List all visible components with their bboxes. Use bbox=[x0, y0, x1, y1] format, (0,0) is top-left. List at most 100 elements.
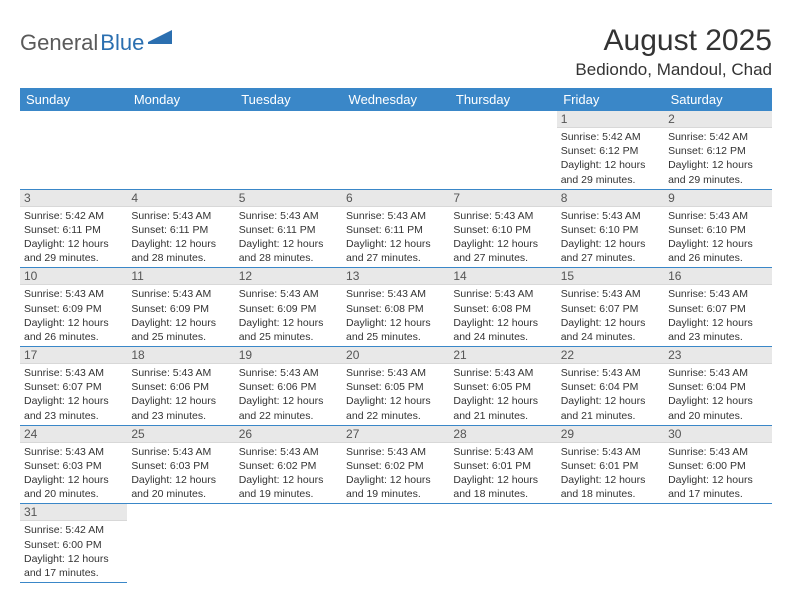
calendar-day-cell: 25Sunrise: 5:43 AMSunset: 6:03 PMDayligh… bbox=[127, 425, 234, 504]
calendar-day-cell: 11Sunrise: 5:43 AMSunset: 6:09 PMDayligh… bbox=[127, 268, 234, 347]
calendar-day-cell: 10Sunrise: 5:43 AMSunset: 6:09 PMDayligh… bbox=[20, 268, 127, 347]
day-data: Sunrise: 5:43 AMSunset: 6:07 PMDaylight:… bbox=[557, 285, 664, 346]
day-data: Sunrise: 5:43 AMSunset: 6:04 PMDaylight:… bbox=[664, 364, 771, 425]
calendar-day-cell: 22Sunrise: 5:43 AMSunset: 6:04 PMDayligh… bbox=[557, 347, 664, 426]
day-number: 21 bbox=[449, 347, 556, 364]
calendar-week-row: 10Sunrise: 5:43 AMSunset: 6:09 PMDayligh… bbox=[20, 268, 772, 347]
logo-text-general: General bbox=[20, 30, 98, 56]
weekday-header: Wednesday bbox=[342, 88, 449, 111]
day-number: 14 bbox=[449, 268, 556, 285]
day-data: Sunrise: 5:43 AMSunset: 6:11 PMDaylight:… bbox=[235, 207, 342, 268]
day-data: Sunrise: 5:43 AMSunset: 6:05 PMDaylight:… bbox=[449, 364, 556, 425]
calendar-day-cell: 16Sunrise: 5:43 AMSunset: 6:07 PMDayligh… bbox=[664, 268, 771, 347]
calendar-day-cell: 6Sunrise: 5:43 AMSunset: 6:11 PMDaylight… bbox=[342, 189, 449, 268]
day-number: 25 bbox=[127, 426, 234, 443]
calendar-table: SundayMondayTuesdayWednesdayThursdayFrid… bbox=[20, 88, 772, 583]
day-number: 27 bbox=[342, 426, 449, 443]
calendar-empty-cell bbox=[664, 504, 771, 583]
calendar-empty-cell bbox=[449, 504, 556, 583]
day-data: Sunrise: 5:42 AMSunset: 6:00 PMDaylight:… bbox=[20, 521, 127, 582]
logo-text-blue: Blue bbox=[100, 30, 144, 56]
day-data: Sunrise: 5:43 AMSunset: 6:09 PMDaylight:… bbox=[235, 285, 342, 346]
calendar-day-cell: 27Sunrise: 5:43 AMSunset: 6:02 PMDayligh… bbox=[342, 425, 449, 504]
calendar-day-cell: 23Sunrise: 5:43 AMSunset: 6:04 PMDayligh… bbox=[664, 347, 771, 426]
day-data: Sunrise: 5:43 AMSunset: 6:11 PMDaylight:… bbox=[342, 207, 449, 268]
calendar-week-row: 24Sunrise: 5:43 AMSunset: 6:03 PMDayligh… bbox=[20, 425, 772, 504]
calendar-day-cell: 5Sunrise: 5:43 AMSunset: 6:11 PMDaylight… bbox=[235, 189, 342, 268]
calendar-day-cell: 18Sunrise: 5:43 AMSunset: 6:06 PMDayligh… bbox=[127, 347, 234, 426]
day-number: 28 bbox=[449, 426, 556, 443]
day-data: Sunrise: 5:42 AMSunset: 6:12 PMDaylight:… bbox=[664, 128, 771, 189]
day-data: Sunrise: 5:43 AMSunset: 6:05 PMDaylight:… bbox=[342, 364, 449, 425]
day-number: 31 bbox=[20, 504, 127, 521]
calendar-week-row: 31Sunrise: 5:42 AMSunset: 6:00 PMDayligh… bbox=[20, 504, 772, 583]
day-number: 1 bbox=[557, 111, 664, 128]
day-data: Sunrise: 5:43 AMSunset: 6:04 PMDaylight:… bbox=[557, 364, 664, 425]
day-number: 4 bbox=[127, 190, 234, 207]
calendar-empty-cell bbox=[127, 504, 234, 583]
day-number: 19 bbox=[235, 347, 342, 364]
calendar-day-cell: 26Sunrise: 5:43 AMSunset: 6:02 PMDayligh… bbox=[235, 425, 342, 504]
day-data: Sunrise: 5:43 AMSunset: 6:09 PMDaylight:… bbox=[20, 285, 127, 346]
day-data: Sunrise: 5:43 AMSunset: 6:06 PMDaylight:… bbox=[127, 364, 234, 425]
calendar-day-cell: 14Sunrise: 5:43 AMSunset: 6:08 PMDayligh… bbox=[449, 268, 556, 347]
calendar-day-cell: 9Sunrise: 5:43 AMSunset: 6:10 PMDaylight… bbox=[664, 189, 771, 268]
day-data: Sunrise: 5:43 AMSunset: 6:06 PMDaylight:… bbox=[235, 364, 342, 425]
day-data: Sunrise: 5:43 AMSunset: 6:03 PMDaylight:… bbox=[127, 443, 234, 504]
day-number: 13 bbox=[342, 268, 449, 285]
day-data: Sunrise: 5:43 AMSunset: 6:08 PMDaylight:… bbox=[449, 285, 556, 346]
calendar-day-cell: 30Sunrise: 5:43 AMSunset: 6:00 PMDayligh… bbox=[664, 425, 771, 504]
calendar-empty-cell bbox=[235, 111, 342, 189]
calendar-empty-cell bbox=[342, 504, 449, 583]
day-number: 2 bbox=[664, 111, 771, 128]
calendar-day-cell: 29Sunrise: 5:43 AMSunset: 6:01 PMDayligh… bbox=[557, 425, 664, 504]
header: GeneralBlue August 2025 Bediondo, Mandou… bbox=[20, 24, 772, 80]
calendar-empty-cell bbox=[342, 111, 449, 189]
day-number: 22 bbox=[557, 347, 664, 364]
day-data: Sunrise: 5:43 AMSunset: 6:10 PMDaylight:… bbox=[557, 207, 664, 268]
location: Bediondo, Mandoul, Chad bbox=[575, 60, 772, 80]
day-number: 16 bbox=[664, 268, 771, 285]
calendar-day-cell: 3Sunrise: 5:42 AMSunset: 6:11 PMDaylight… bbox=[20, 189, 127, 268]
weekday-header: Monday bbox=[127, 88, 234, 111]
calendar-day-cell: 7Sunrise: 5:43 AMSunset: 6:10 PMDaylight… bbox=[449, 189, 556, 268]
calendar-day-cell: 2Sunrise: 5:42 AMSunset: 6:12 PMDaylight… bbox=[664, 111, 771, 189]
day-data: Sunrise: 5:43 AMSunset: 6:10 PMDaylight:… bbox=[664, 207, 771, 268]
flag-icon bbox=[148, 28, 174, 51]
day-number: 10 bbox=[20, 268, 127, 285]
calendar-day-cell: 17Sunrise: 5:43 AMSunset: 6:07 PMDayligh… bbox=[20, 347, 127, 426]
day-data: Sunrise: 5:43 AMSunset: 6:11 PMDaylight:… bbox=[127, 207, 234, 268]
weekday-header: Tuesday bbox=[235, 88, 342, 111]
calendar-week-row: 1Sunrise: 5:42 AMSunset: 6:12 PMDaylight… bbox=[20, 111, 772, 189]
day-data: Sunrise: 5:43 AMSunset: 6:07 PMDaylight:… bbox=[664, 285, 771, 346]
calendar-empty-cell bbox=[449, 111, 556, 189]
calendar-day-cell: 12Sunrise: 5:43 AMSunset: 6:09 PMDayligh… bbox=[235, 268, 342, 347]
calendar-empty-cell bbox=[557, 504, 664, 583]
day-number: 29 bbox=[557, 426, 664, 443]
page-title: August 2025 bbox=[575, 24, 772, 58]
calendar-day-cell: 19Sunrise: 5:43 AMSunset: 6:06 PMDayligh… bbox=[235, 347, 342, 426]
day-number: 30 bbox=[664, 426, 771, 443]
day-number: 9 bbox=[664, 190, 771, 207]
day-data: Sunrise: 5:43 AMSunset: 6:08 PMDaylight:… bbox=[342, 285, 449, 346]
calendar-week-row: 3Sunrise: 5:42 AMSunset: 6:11 PMDaylight… bbox=[20, 189, 772, 268]
day-data: Sunrise: 5:43 AMSunset: 6:10 PMDaylight:… bbox=[449, 207, 556, 268]
day-number: 24 bbox=[20, 426, 127, 443]
calendar-day-cell: 15Sunrise: 5:43 AMSunset: 6:07 PMDayligh… bbox=[557, 268, 664, 347]
day-number: 3 bbox=[20, 190, 127, 207]
weekday-header-row: SundayMondayTuesdayWednesdayThursdayFrid… bbox=[20, 88, 772, 111]
calendar-day-cell: 20Sunrise: 5:43 AMSunset: 6:05 PMDayligh… bbox=[342, 347, 449, 426]
day-data: Sunrise: 5:43 AMSunset: 6:00 PMDaylight:… bbox=[664, 443, 771, 504]
calendar-empty-cell bbox=[127, 111, 234, 189]
calendar-day-cell: 4Sunrise: 5:43 AMSunset: 6:11 PMDaylight… bbox=[127, 189, 234, 268]
weekday-header: Friday bbox=[557, 88, 664, 111]
day-number: 5 bbox=[235, 190, 342, 207]
calendar-day-cell: 21Sunrise: 5:43 AMSunset: 6:05 PMDayligh… bbox=[449, 347, 556, 426]
title-block: August 2025 Bediondo, Mandoul, Chad bbox=[575, 24, 772, 80]
day-number: 26 bbox=[235, 426, 342, 443]
calendar-day-cell: 1Sunrise: 5:42 AMSunset: 6:12 PMDaylight… bbox=[557, 111, 664, 189]
weekday-header: Thursday bbox=[449, 88, 556, 111]
day-data: Sunrise: 5:43 AMSunset: 6:01 PMDaylight:… bbox=[449, 443, 556, 504]
day-number: 23 bbox=[664, 347, 771, 364]
day-data: Sunrise: 5:43 AMSunset: 6:02 PMDaylight:… bbox=[235, 443, 342, 504]
